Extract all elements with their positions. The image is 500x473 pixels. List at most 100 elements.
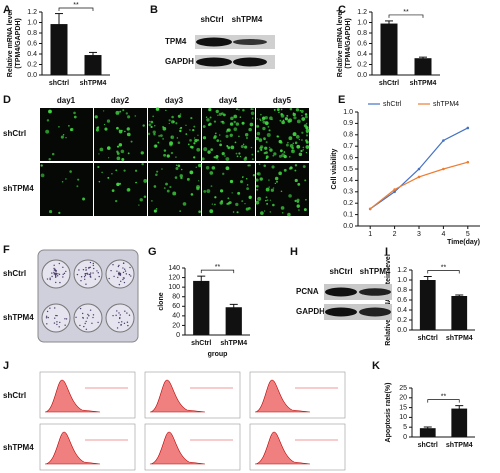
cell-dot [301,114,303,117]
cell-dot [193,142,196,145]
cell-dot [163,153,167,157]
colony [122,262,125,264]
colony [90,276,92,278]
cell-dot [62,134,65,136]
colony [98,275,100,278]
cell-dot [209,209,214,214]
band [196,37,232,47]
cell-dot [171,120,175,124]
cell-dot [235,202,239,207]
cell-dot [48,158,51,161]
row-label: shCtrl [3,129,26,138]
cell-dot [272,187,275,189]
significance-bracket [427,270,460,274]
cell-dot [269,116,273,120]
colony [119,314,121,316]
row-label: shTPM4 [3,313,34,322]
cell-dot [265,187,270,192]
x-tick-label: shTPM4 [80,80,107,87]
cell-dot [289,107,293,111]
cell-dot [248,195,252,199]
y-tick-label: 1.0 [397,277,407,284]
cell-dot [116,126,119,130]
colony [118,271,120,274]
cell-dot [111,189,115,193]
cell-dot [305,128,310,133]
cell-dot [272,203,275,207]
colony [54,307,56,309]
cell-dot [301,139,303,141]
colony [82,269,85,271]
cell-dot [265,199,267,202]
y-tick-label: 10 [399,414,407,421]
cell-dot [267,125,270,128]
panel-letter: F [3,244,10,256]
cell-dot [218,112,222,116]
cell-dot [236,108,239,111]
cell-dot [213,135,217,139]
cell-dot [238,152,241,155]
cell-dot [156,170,159,173]
cell-dot [51,152,55,156]
significance-bracket [58,7,94,11]
cell-dot [205,116,208,118]
cell-dot [294,141,298,145]
cell-dot [280,206,285,210]
panel-letter: B [150,4,158,16]
bar [414,58,432,75]
cell-dot [263,210,266,212]
cell-dot [158,134,161,137]
cell-dot [168,119,171,122]
cell-dot [291,146,294,150]
cell-dot [48,109,52,114]
cell-dot [296,145,299,148]
y-axis-label: Cell viability [331,148,338,189]
y-axis-label: Relative mRNA level [337,10,344,77]
cell-dot [276,135,279,138]
cell-dot [236,211,239,214]
cell-dot [148,120,151,123]
cell-dot [73,111,76,115]
cell-dot [299,109,301,112]
colony [78,269,80,271]
cell-dot [216,139,220,142]
cell-dot [269,148,273,152]
cell-dot [287,212,291,217]
y-tick-label: 120 [168,274,180,281]
cell-dot [260,211,264,215]
colony [80,276,83,278]
cell-dot [291,149,294,152]
band [233,57,267,67]
cell-dot [219,140,222,142]
cell-dot [198,210,201,214]
colony [127,324,129,327]
cell-dot [154,144,158,148]
cell-dot [242,143,245,146]
cell-dot [298,152,303,157]
row-label: GAPDH [296,307,325,316]
cell-dot [211,203,214,205]
cell-dot [278,171,282,176]
colony [113,275,115,278]
y-tick-label: 100 [168,284,180,291]
cell-dot [225,166,230,171]
colony [56,321,58,323]
bar [419,428,436,437]
cell-dot [250,108,253,111]
colony [51,272,53,274]
cell-dot [235,122,240,126]
y-tick-label: 0.1 [343,211,353,218]
cell-dot [139,198,143,202]
colony [64,318,66,320]
cell-dot [296,200,300,203]
cell-dot [40,164,43,167]
cell-dot [197,180,200,182]
micrograph [40,108,93,161]
cell-dot [269,211,272,213]
colony [45,317,48,319]
y-tick-label: 0.8 [357,30,367,37]
cell-dot [230,145,235,150]
cell-dot [192,128,195,132]
cell-dot [70,127,74,132]
column-label: shTPM4 [232,15,263,24]
